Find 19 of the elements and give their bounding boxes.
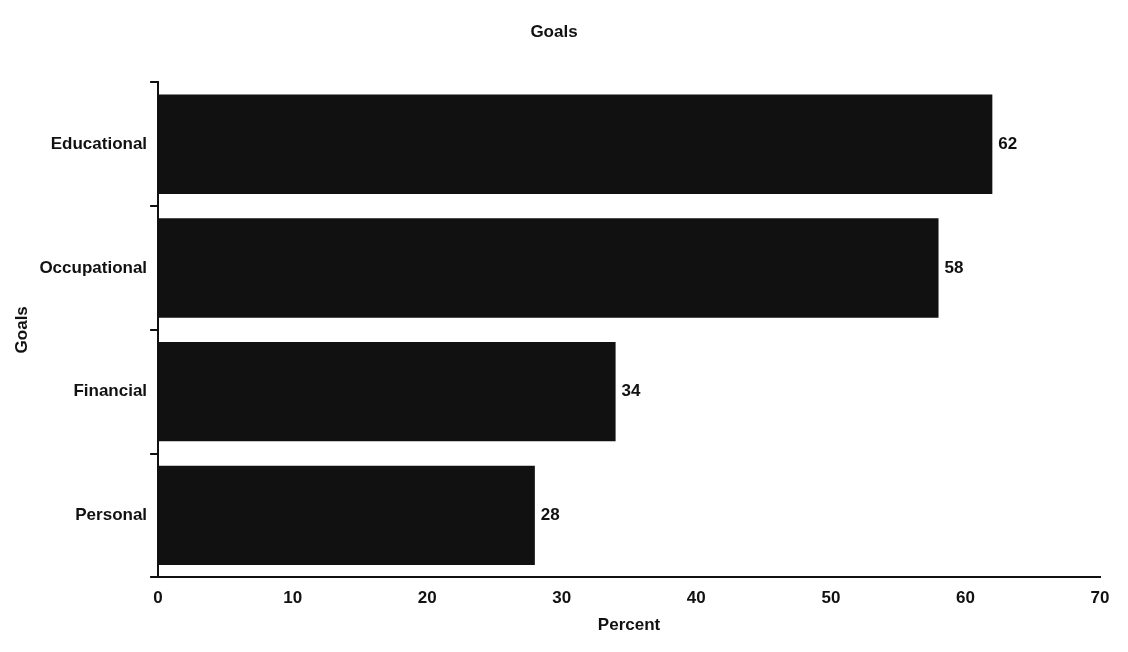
data-label: 28 — [540, 505, 560, 525]
x-axis-title: Percent — [597, 615, 661, 635]
x-tick-label: 70 — [1090, 588, 1110, 608]
x-tick-label: 50 — [821, 588, 841, 608]
y-tick-label: Financial — [73, 381, 148, 401]
x-tick-label: 40 — [686, 588, 706, 608]
y-tick-label: Personal — [75, 505, 148, 525]
y-tick-label: Educational — [50, 133, 148, 153]
data-label: 62 — [998, 133, 1018, 153]
x-tick-label: 10 — [283, 588, 303, 608]
y-tick-label: Occupational — [39, 257, 148, 277]
y-axis-title: Goals — [11, 306, 31, 354]
chart-title: Goals — [530, 21, 578, 41]
x-tick-label: 20 — [417, 588, 437, 608]
data-label: 58 — [944, 257, 964, 277]
x-tick-label: 60 — [955, 588, 975, 608]
x-tick-label: 0 — [153, 588, 163, 608]
data-label: 34 — [621, 381, 642, 401]
x-tick-label: 30 — [552, 588, 572, 608]
